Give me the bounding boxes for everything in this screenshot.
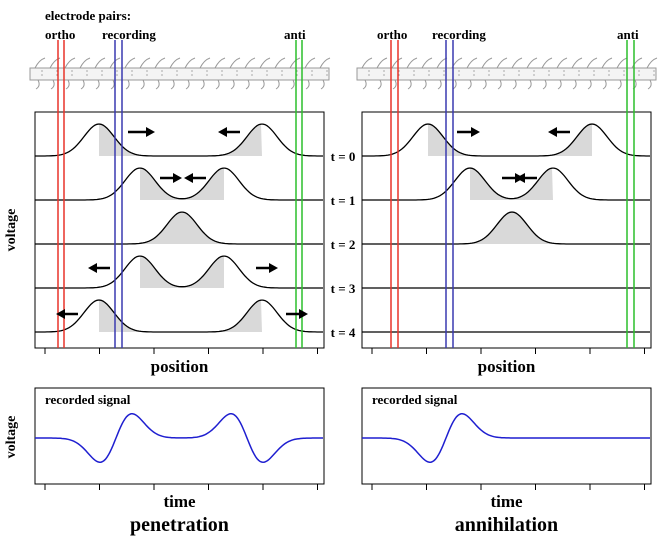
arrow-head bbox=[56, 309, 65, 319]
voltage-trace bbox=[35, 123, 323, 157]
axon-process bbox=[496, 57, 508, 90]
signal-x-label: time bbox=[490, 492, 523, 511]
time-label: t = 3 bbox=[331, 281, 356, 296]
panel-frame bbox=[34, 111, 325, 349]
axon-process bbox=[571, 57, 583, 90]
arrow-head bbox=[184, 173, 193, 183]
axon-process bbox=[481, 57, 493, 90]
signal-frame bbox=[361, 387, 652, 485]
electrode-label: recording bbox=[102, 27, 156, 42]
axon-process bbox=[94, 57, 106, 90]
voltage-trace bbox=[35, 299, 323, 333]
arrow-head bbox=[173, 173, 182, 183]
axon-process bbox=[274, 57, 286, 90]
axon-process bbox=[541, 57, 553, 90]
electrode-label: recording bbox=[432, 27, 486, 42]
axon-process bbox=[214, 57, 226, 90]
axon-process bbox=[49, 57, 61, 90]
wave-fill bbox=[470, 168, 553, 200]
arrow-head bbox=[269, 263, 278, 273]
axon-process bbox=[616, 57, 628, 90]
wave-fill bbox=[137, 212, 227, 244]
wave-fill bbox=[140, 168, 224, 200]
axon-process bbox=[646, 57, 658, 90]
voltage-trace bbox=[362, 123, 650, 157]
axon-process bbox=[406, 57, 418, 90]
voltage-trace bbox=[362, 211, 650, 245]
panel-frame bbox=[361, 111, 652, 349]
time-label: t = 2 bbox=[331, 237, 356, 252]
y-label: voltage bbox=[4, 209, 19, 252]
electrode-label: anti bbox=[617, 27, 639, 42]
axon-process bbox=[586, 57, 598, 90]
arrow-head bbox=[88, 263, 97, 273]
signal-y-label: voltage bbox=[4, 416, 19, 459]
axon-process bbox=[169, 57, 181, 90]
axon-process bbox=[79, 57, 91, 90]
axon-process bbox=[139, 57, 151, 90]
wave-fill bbox=[467, 212, 557, 244]
x-label: position bbox=[478, 357, 536, 376]
voltage-trace bbox=[35, 255, 323, 289]
axon-process bbox=[229, 57, 241, 90]
time-label: t = 1 bbox=[331, 193, 356, 208]
x-label: position bbox=[151, 357, 209, 376]
axon bbox=[356, 67, 657, 81]
axon-process bbox=[526, 57, 538, 90]
axon-process bbox=[601, 57, 613, 90]
arrow-head bbox=[146, 127, 155, 137]
wave-fill bbox=[428, 124, 592, 156]
signal-trace bbox=[362, 413, 650, 463]
voltage-trace bbox=[362, 167, 650, 201]
axon-process bbox=[259, 57, 271, 90]
wave-fill bbox=[140, 256, 224, 288]
electrode-label: ortho bbox=[45, 27, 75, 42]
axon-process bbox=[361, 57, 373, 90]
panel-title: penetration bbox=[130, 514, 229, 536]
panel-title: annihilation bbox=[455, 514, 558, 536]
signal-trace bbox=[35, 413, 323, 464]
axon-process bbox=[391, 57, 403, 90]
electrode-label: anti bbox=[284, 27, 306, 42]
signal-label: recorded signal bbox=[372, 392, 458, 407]
axon-process bbox=[556, 57, 568, 90]
axon-process bbox=[154, 57, 166, 90]
axon-process bbox=[64, 57, 76, 90]
axon-process bbox=[124, 57, 136, 90]
arrow-head bbox=[516, 173, 525, 183]
time-label: t = 0 bbox=[331, 149, 356, 164]
axon-process bbox=[421, 57, 433, 90]
axon-process bbox=[184, 57, 196, 90]
axon-process bbox=[289, 57, 301, 90]
electrode-label: electrode pairs: bbox=[45, 8, 131, 23]
axon-process bbox=[244, 57, 256, 90]
electrode-label: ortho bbox=[377, 27, 407, 42]
axon-process bbox=[199, 57, 211, 90]
signal-label: recorded signal bbox=[45, 392, 131, 407]
axon bbox=[29, 67, 330, 81]
axon-process bbox=[319, 57, 331, 90]
axon-process bbox=[466, 57, 478, 90]
axon-process bbox=[511, 57, 523, 90]
axon-process bbox=[34, 57, 46, 90]
time-label: t = 4 bbox=[331, 325, 356, 340]
arrow-head bbox=[471, 127, 480, 137]
wave-fill bbox=[99, 124, 262, 156]
voltage-trace bbox=[35, 167, 323, 201]
axon-process bbox=[376, 57, 388, 90]
arrow-head bbox=[548, 127, 557, 137]
arrow-head bbox=[218, 127, 227, 137]
wave-fill bbox=[99, 300, 262, 332]
signal-x-label: time bbox=[163, 492, 196, 511]
axon-process bbox=[304, 57, 316, 90]
arrow-head bbox=[299, 309, 308, 319]
signal-frame bbox=[34, 387, 325, 485]
voltage-trace bbox=[35, 211, 323, 245]
